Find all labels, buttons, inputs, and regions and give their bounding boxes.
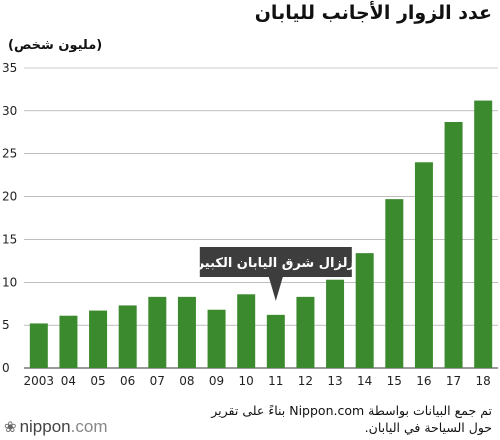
x-tick-label: 17	[446, 374, 461, 388]
bar-15	[385, 199, 404, 368]
y-tick-label: 10	[2, 275, 17, 289]
annotation-box	[199, 247, 352, 277]
x-tick-label: 14	[357, 374, 372, 388]
bar-06	[118, 305, 137, 368]
logo-name: nippon	[19, 417, 71, 436]
x-tick-label: 12	[298, 374, 313, 388]
x-tick-label: 07	[150, 374, 165, 388]
bar-16	[414, 162, 433, 368]
y-tick-label: 30	[2, 104, 17, 118]
y-tick-label: 0	[2, 361, 10, 375]
logo-domain: .com	[70, 417, 108, 436]
y-tick-label: 5	[2, 318, 10, 332]
x-tick-label: 16	[416, 374, 431, 388]
annotation-earthquake: زلزال شرق اليابان الكبير	[196, 247, 355, 301]
bar-13	[326, 279, 345, 368]
x-tick-label: 09	[209, 374, 224, 388]
y-axis-unit-label: (مليون شخص)	[8, 38, 103, 53]
x-axis-ticks: 2003 04 05 06 07 08 09 10 11 12 13 14 15 16 17 18	[24, 374, 491, 388]
annotation-pointer	[268, 277, 283, 301]
bar-17	[444, 122, 463, 368]
annotation-label: زلزال شرق اليابان الكبير	[196, 256, 355, 271]
y-tick-label: 20	[2, 190, 17, 204]
x-tick-label: 10	[239, 374, 254, 388]
x-tick-label: 05	[90, 374, 105, 388]
bars	[29, 100, 493, 369]
bar-04	[59, 315, 78, 368]
x-tick-label: 08	[179, 374, 194, 388]
y-tick-label: 35	[2, 61, 17, 75]
x-tick-label: 06	[120, 374, 135, 388]
bar-12	[296, 296, 315, 368]
x-tick-label: 15	[387, 374, 402, 388]
chart-title: عدد الزوار الأجانب لليابان	[254, 2, 492, 24]
nippon-crest-icon: ❀	[4, 419, 17, 436]
bar-18	[474, 100, 493, 369]
bar-14	[355, 253, 374, 368]
x-tick-label: 18	[476, 374, 491, 388]
bar-05	[89, 310, 108, 368]
x-tick-label: 13	[327, 374, 342, 388]
y-tick-label: 15	[2, 232, 17, 246]
bar-08	[177, 296, 196, 368]
x-tick-label: 04	[61, 374, 76, 388]
bar-07	[148, 296, 167, 368]
x-tick-label: 2003	[24, 374, 55, 388]
bar-09	[207, 309, 226, 368]
nippon-logo: ❀ nippon.com	[4, 417, 107, 437]
x-tick-label: 11	[268, 374, 283, 388]
y-axis-ticks: 0 5 10 15 20 25 30 35	[2, 61, 17, 375]
bar-11	[266, 314, 285, 368]
bar-10	[237, 294, 256, 368]
bar-2003	[29, 323, 48, 368]
source-note: تم جمع البيانات بواسطة Nippon.com بناءً …	[211, 403, 492, 435]
y-tick-label: 25	[2, 147, 17, 161]
